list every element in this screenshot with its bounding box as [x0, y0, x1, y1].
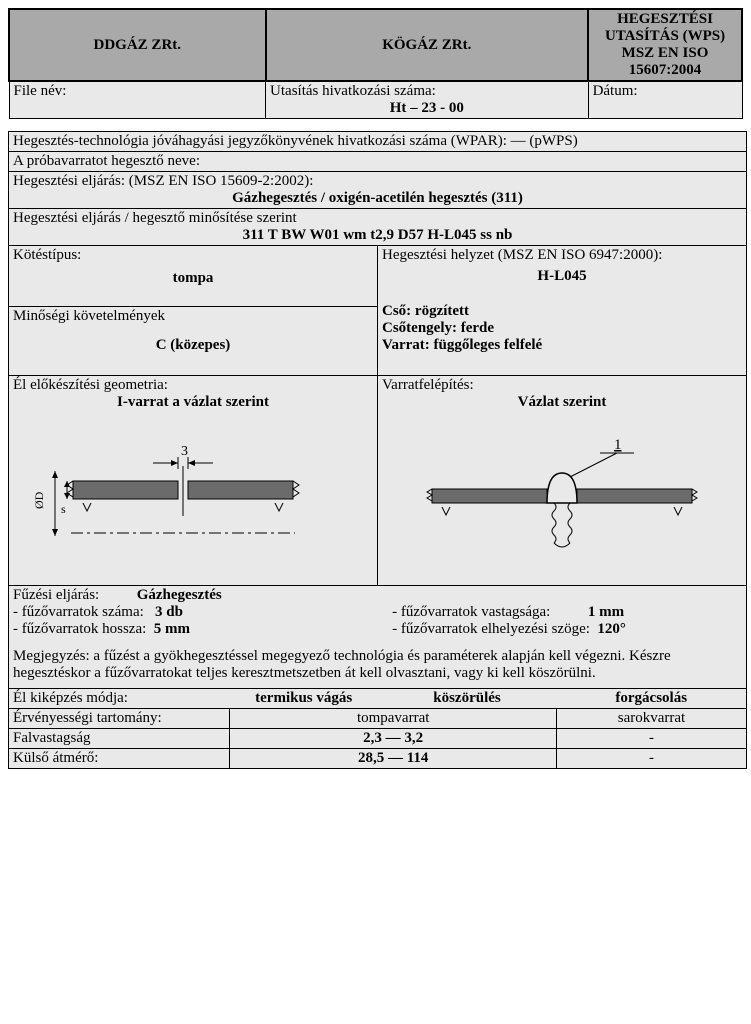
- tack-length-value: 5 mm: [154, 621, 190, 637]
- ref-value: Ht – 23 - 00: [270, 100, 584, 117]
- diameter-label: ØD: [32, 491, 46, 509]
- gap-dimension: 3: [181, 444, 188, 459]
- tack-count-label: - fűzővarratok száma:: [13, 604, 144, 620]
- date-cell: Dátum:: [588, 81, 742, 119]
- edge-method-2: köszörülés: [378, 689, 557, 709]
- validity-label: Érvényességi tartomány:: [9, 709, 230, 729]
- main-table: Hegesztés-technológia jóváhagyási jegyző…: [8, 131, 747, 769]
- quality-cell: Minőségi követelmények C (közepes): [9, 307, 378, 376]
- welder-name-row: A próbavarratot hegesztő neve:: [9, 152, 747, 172]
- quality-label: Minőségi követelmények: [13, 308, 165, 324]
- position-cell: Hegesztési helyzet (MSZ EN ISO 6947:2000…: [378, 246, 747, 376]
- header-title-line2: MSZ EN ISO 15607:2004: [593, 45, 737, 79]
- thickness-label-row: Falvastagság: [9, 729, 230, 749]
- tack-thick-value: 1 mm: [588, 604, 624, 620]
- validity-fillet-header: sarokvarrat: [556, 709, 746, 729]
- joint-type-value: tompa: [13, 264, 373, 305]
- edge-method-1: termikus vágás: [230, 689, 378, 709]
- thickness-label: s: [61, 502, 66, 516]
- geometry-label: Él előkészítési geometria:: [13, 377, 168, 393]
- buildup-label: Varratfelépítés:: [382, 377, 474, 393]
- diameter-butt: 28,5 — 114: [230, 749, 557, 769]
- tack-note: Megjegyzés: a fűzést a gyökhegesztéssel …: [13, 648, 742, 682]
- bead-label: 1: [614, 437, 622, 453]
- qualification-value: 311 T BW W01 wm t2,9 D57 H-L045 ss nb: [13, 227, 742, 244]
- pipe-axis: Csőtengely: ferde: [382, 320, 742, 337]
- process-row: Hegesztési eljárás: (MSZ EN ISO 15609-2:…: [9, 172, 747, 209]
- tack-angle-label: - fűzővarratok elhelyezési szöge:: [392, 621, 590, 637]
- geometry-cell: Él előkészítési geometria: I-varrat a vá…: [9, 376, 378, 586]
- process-label: Hegesztési eljárás: (MSZ EN ISO 15609-2:…: [13, 173, 313, 189]
- position-label: Hegesztési helyzet (MSZ EN ISO 6947:2000…: [382, 247, 662, 263]
- qualification-label: Hegesztési eljárás / hegesztő minősítése…: [13, 210, 297, 226]
- diameter-fillet: -: [556, 749, 746, 769]
- header-table: DDGÁZ ZRt. KÖGÁZ ZRt. HEGESZTÉSI UTASÍTÁ…: [8, 8, 743, 119]
- geometry-diagram: 3 ØD s: [13, 411, 373, 561]
- ref-label: Utasítás hivatkozási száma:: [270, 83, 436, 99]
- quality-value: C (közepes): [13, 325, 373, 374]
- edge-label: Él kiképzés módja:: [9, 689, 230, 709]
- tack-count-value: 3 db: [155, 604, 183, 620]
- header-org2: KÖGÁZ ZRt.: [266, 9, 589, 81]
- geometry-value: I-varrat a vázlat szerint: [13, 394, 373, 411]
- diameter-label-row: Külső átmérő:: [9, 749, 230, 769]
- buildup-diagram: 1: [382, 411, 742, 561]
- wpar-row: Hegesztés-technológia jóváhagyási jegyző…: [9, 132, 747, 152]
- joint-type-cell: Kötéstípus: tompa: [9, 246, 378, 307]
- joint-type-label: Kötéstípus:: [13, 247, 81, 263]
- qualification-row: Hegesztési eljárás / hegesztő minősítése…: [9, 209, 747, 246]
- file-name-label: File név:: [14, 83, 67, 99]
- file-name-cell: File név:: [9, 81, 266, 119]
- tack-length-label: - fűzővarratok hossza:: [13, 621, 146, 637]
- header-org1: DDGÁZ ZRt.: [9, 9, 266, 81]
- tack-angle-value: 120°: [597, 621, 626, 637]
- process-value: Gázhegesztés / oxigén-acetilén hegesztés…: [13, 190, 742, 207]
- tack-process-value: Gázhegesztés: [137, 587, 222, 603]
- weld-direction: Varrat: függőleges felfelé: [382, 337, 742, 372]
- date-label: Dátum:: [593, 83, 638, 99]
- header-title-line1: HEGESZTÉSI UTASÍTÁS (WPS): [593, 11, 737, 45]
- ref-cell: Utasítás hivatkozási száma: Ht – 23 - 00: [266, 81, 589, 119]
- tack-process-label: Fűzési eljárás:: [13, 587, 99, 603]
- thickness-fillet: -: [556, 729, 746, 749]
- tack-thick-label: - fűzővarratok vastagsága:: [392, 604, 550, 620]
- edge-method-3: forgácsolás: [556, 689, 746, 709]
- validity-butt-header: tompavarrat: [230, 709, 557, 729]
- position-value: H-L045: [382, 264, 742, 303]
- pipe-fixed: Cső: rögzített: [382, 303, 742, 320]
- header-title: HEGESZTÉSI UTASÍTÁS (WPS) MSZ EN ISO 156…: [588, 9, 742, 81]
- buildup-value: Vázlat szerint: [382, 394, 742, 411]
- thickness-butt: 2,3 — 3,2: [230, 729, 557, 749]
- tack-section: Fűzési eljárás: Gázhegesztés - fűzővarra…: [9, 586, 747, 689]
- buildup-cell: Varratfelépítés: Vázlat szerint 1: [378, 376, 747, 586]
